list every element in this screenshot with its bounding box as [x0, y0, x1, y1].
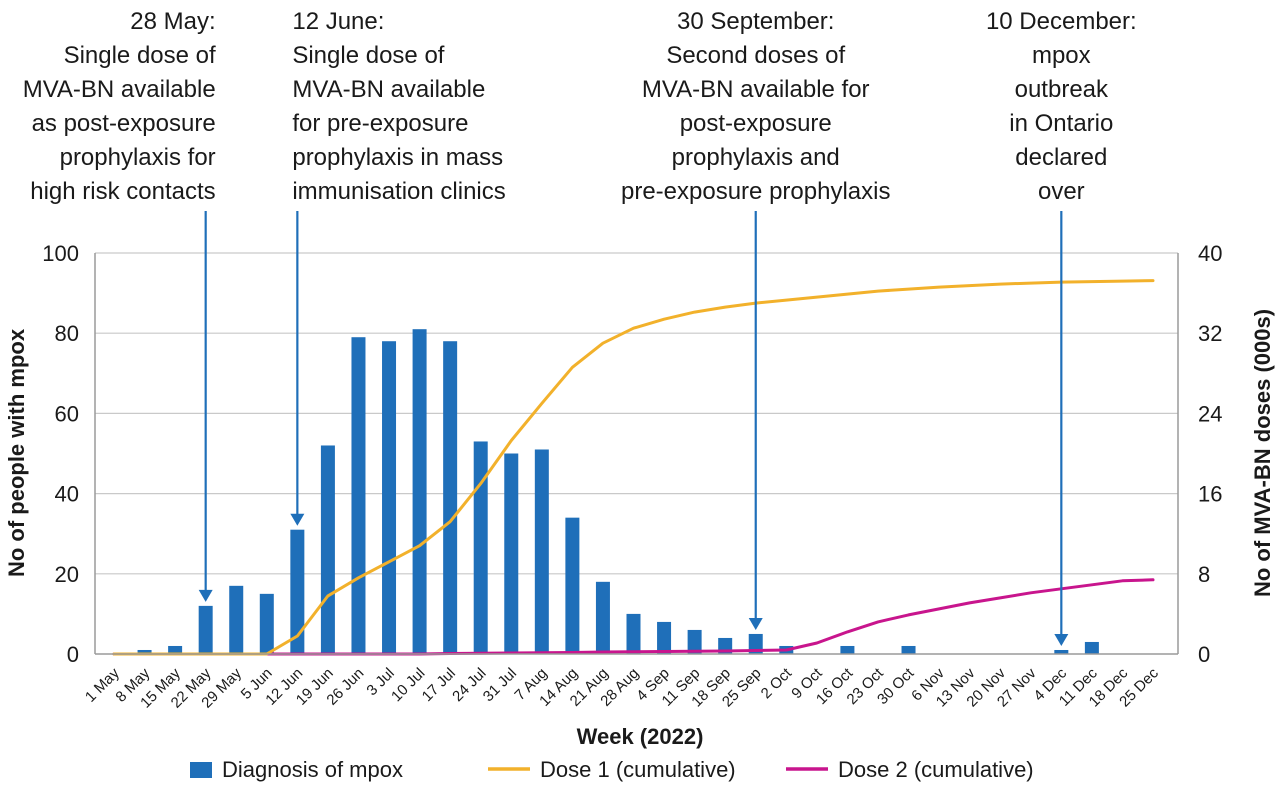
annotation-text: declared — [1015, 144, 1107, 171]
bar — [534, 449, 549, 654]
x-tick-label: 2 Oct — [758, 664, 796, 702]
annotation-text: for pre-exposure — [292, 110, 468, 137]
y-right-tick-label: 8 — [1198, 562, 1210, 587]
y-left-tick-label: 60 — [55, 401, 79, 426]
x-tick-label: 10 Jul — [388, 665, 428, 705]
y-left-tick-label: 0 — [67, 642, 79, 667]
annotation-text: 12 June: — [292, 8, 384, 35]
bar — [657, 621, 672, 654]
x-axis-title: Week (2022) — [577, 724, 704, 749]
annotation-text: Single dose of — [292, 42, 444, 69]
annotation-text: Single dose of — [64, 42, 216, 69]
y-right-tick-label: 40 — [1198, 241, 1222, 266]
bar — [1084, 641, 1099, 654]
x-tick-label: 31 Jul — [480, 665, 520, 705]
annotation-text: 28 May: — [130, 8, 215, 35]
y-right-tick-label: 24 — [1198, 401, 1222, 426]
annotation-arrows — [198, 211, 1069, 646]
legend-label: Diagnosis of mpox — [222, 757, 403, 782]
bar — [473, 441, 488, 654]
annotation-text: MVA-BN available — [23, 76, 216, 103]
annotation-text: prophylaxis and — [672, 144, 840, 171]
annotation-text: over — [1038, 178, 1085, 205]
bar — [198, 605, 213, 654]
legend: Diagnosis of mpox Dose 1 (cumulative) Dose… — [190, 757, 1034, 782]
y-left-tick-label: 40 — [55, 482, 79, 507]
annotation-text: prophylaxis for — [60, 144, 216, 171]
bar — [137, 649, 152, 654]
legend-label: Dose 2 (cumulative) — [838, 757, 1034, 782]
bar — [504, 453, 519, 654]
bar — [351, 337, 366, 654]
y-left-tick-label: 20 — [55, 562, 79, 587]
y-left-tick-label: 80 — [55, 321, 79, 346]
bar — [443, 341, 458, 654]
bar — [595, 581, 610, 654]
annotation-text: MVA-BN available for — [642, 76, 870, 103]
bar — [229, 585, 244, 654]
legend-item: Dose 2 (cumulative) — [786, 757, 1034, 782]
bar — [626, 613, 641, 654]
bar — [565, 517, 580, 654]
annotations: 28 May: Single dose of MVA-BN available as … — [23, 8, 1137, 205]
annotation-text: MVA-BN available — [292, 76, 485, 103]
gridlines — [95, 252, 1178, 575]
annotation-text: immunisation clinics — [292, 178, 505, 205]
bar — [1054, 649, 1069, 654]
annotation-text: 10 December: — [986, 8, 1137, 35]
bar — [901, 645, 916, 654]
annotation-text: 30 September: — [677, 8, 834, 35]
annotation-arrow-head — [290, 513, 305, 526]
bar — [687, 629, 702, 654]
y-axis-right-title: No of MVA-BN doses (000s) — [1250, 309, 1275, 597]
bar — [412, 329, 427, 654]
bar — [840, 645, 855, 654]
bar — [290, 529, 305, 654]
y-right-tick-label: 16 — [1198, 482, 1222, 507]
annotation-text: in Ontario — [1009, 110, 1113, 137]
x-tick-label: 24 Jul — [449, 665, 489, 705]
bar — [320, 445, 335, 654]
legend-item: Dose 1 (cumulative) — [488, 757, 736, 782]
annotation-text: post-exposure — [680, 110, 832, 137]
annotation-text: prophylaxis in mass — [292, 144, 503, 171]
y-right-tick-label: 0 — [1198, 642, 1210, 667]
bar — [259, 593, 274, 654]
annotation-arrow-head — [198, 589, 213, 602]
annotation-arrow-head — [1054, 633, 1069, 646]
bar — [168, 645, 183, 654]
legend-item: Diagnosis of mpox — [190, 757, 403, 782]
y-right-tick-label: 32 — [1198, 321, 1222, 346]
annotation-text: outbreak — [1015, 76, 1109, 103]
legend-swatch — [190, 762, 212, 778]
annotation-text: mpox — [1032, 42, 1091, 69]
annotation-text: as post-exposure — [32, 110, 216, 137]
x-tick-label: 17 Jul — [419, 665, 459, 705]
y-left-tick-label: 100 — [42, 241, 79, 266]
annotation-text: Second doses of — [666, 42, 845, 69]
annotation-text: high risk contacts — [30, 178, 215, 205]
annotation-arrow-head — [748, 617, 763, 630]
y-axis-left-title: No of people with mpox — [4, 328, 29, 577]
line-dose-1-cumulative — [112, 279, 1155, 656]
bar — [382, 341, 397, 654]
annotation-text: pre-exposure prophylaxis — [621, 178, 890, 205]
legend-label: Dose 1 (cumulative) — [540, 757, 736, 782]
